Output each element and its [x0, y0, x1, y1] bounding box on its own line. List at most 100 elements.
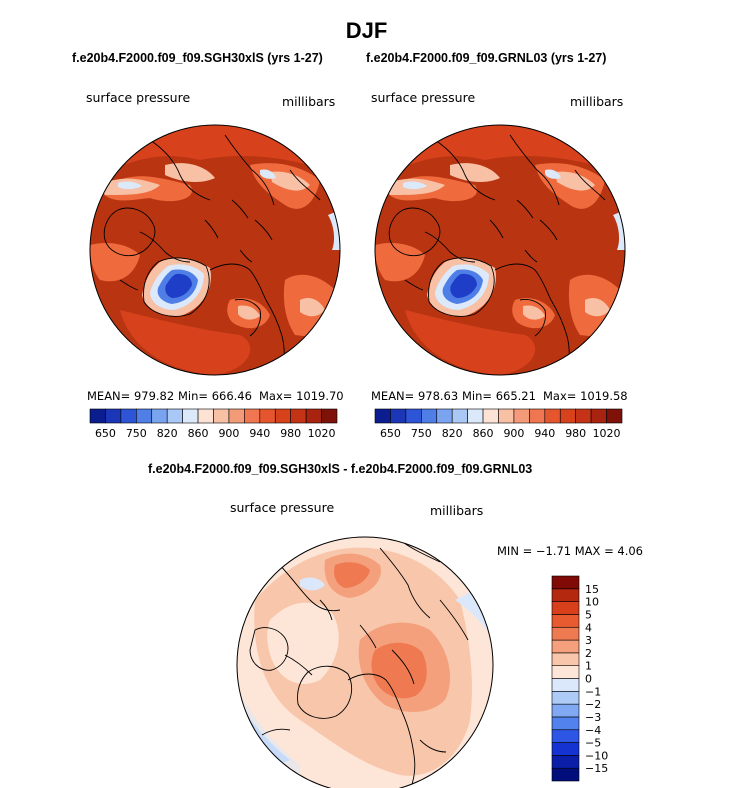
colorbar-diff-tick-label: 4	[585, 621, 592, 634]
panel-right-units-label: millibars	[570, 94, 624, 109]
colorbar-left-tick-label: 940	[249, 427, 270, 440]
colorbar-right-swatch	[575, 408, 592, 424]
colorbar-right-swatch	[513, 408, 530, 424]
colorbar-diff-tick-label: −5	[585, 737, 601, 750]
colorbar-right-swatch	[498, 408, 515, 424]
colorbar-diff-swatch	[551, 626, 580, 641]
colorbar-diff-swatch	[551, 614, 580, 628]
colorbar-diff-tick-label: 2	[585, 647, 592, 660]
panel-left-subtitle: f.e20b4.F2000.f09_f09.SGH30xlS (yrs 1-27…	[72, 51, 323, 65]
panel-left-units-label: millibars	[282, 94, 336, 109]
colorbar-right-swatch	[451, 408, 468, 424]
map-diff	[236, 536, 494, 788]
panel-right-min: Min= 665.21	[462, 389, 536, 403]
colorbar-right-swatch	[421, 408, 438, 424]
colorbar-right-swatch	[544, 408, 561, 424]
panel-left-mean: MEAN= 979.82	[87, 389, 175, 403]
colorbar-right-swatch	[482, 408, 499, 424]
colorbar-diff-tick-label: 0	[585, 673, 592, 686]
panel-left-variable-label: surface pressure	[86, 90, 191, 105]
colorbar-diff-tick-label: −2	[585, 698, 601, 711]
colorbar-diff-tick-label: −4	[585, 724, 601, 737]
colorbar-diff-swatch	[551, 652, 580, 666]
diff-subtitle: f.e20b4.F2000.f09_f09.SGH30xlS - f.e20b4…	[148, 462, 533, 476]
colorbar-diff-tick-label: 5	[585, 608, 592, 621]
map-left	[89, 124, 341, 376]
colorbar-right-tick-label: 650	[380, 427, 401, 440]
colorbar-diff-swatch	[551, 678, 580, 692]
colorbar-left: 650 750 820 860 900 940 980 1020	[89, 408, 338, 440]
colorbar-left-swatch	[228, 408, 245, 424]
colorbar-left-swatch	[213, 408, 230, 424]
colorbar-right: 650 750 820 860 900 940 980 1020	[374, 408, 623, 440]
colorbar-diff-swatch	[551, 729, 580, 743]
colorbar-left-swatch	[259, 408, 276, 424]
colorbar-diff-swatch	[551, 575, 580, 590]
colorbar-right-tick-label: 750	[411, 427, 432, 440]
colorbar-right-swatch	[390, 408, 407, 424]
colorbar-left-swatch	[182, 408, 199, 424]
colorbar-diff-tick-label: 1	[585, 660, 592, 673]
colorbar-diff-tick-label: 10	[585, 596, 599, 609]
colorbar-right-tick-label: 1020	[593, 427, 621, 440]
colorbar-left-tick-label: 900	[218, 427, 239, 440]
colorbar-right-swatch	[436, 408, 453, 424]
colorbar-left-swatch	[305, 408, 322, 424]
colorbar-diff-tick-label: 15	[585, 583, 599, 596]
colorbar-right-swatch	[606, 408, 623, 424]
colorbar-diff-tick-label: 3	[585, 634, 592, 647]
colorbar-right-swatch	[590, 408, 607, 424]
colorbar-diff-swatch	[551, 742, 580, 756]
colorbar-left-swatch	[244, 408, 261, 424]
panel-left-max: Max= 1019.70	[259, 389, 344, 403]
colorbar-diff-swatch	[551, 691, 580, 705]
colorbar-right-tick-label: 980	[565, 427, 586, 440]
colorbar-left-tick-label: 1020	[308, 427, 336, 440]
colorbar-left-swatch	[136, 408, 153, 424]
colorbar-diff-tick-label: −10	[585, 749, 608, 762]
colorbar-right-tick-label: 860	[473, 427, 494, 440]
panel-right-max: Max= 1019.58	[543, 389, 628, 403]
diff-min-max: MIN = −1.71 MAX = 4.06	[497, 544, 643, 558]
colorbar-diff-swatch	[551, 755, 580, 769]
colorbar-diff-tick-label: −15	[585, 762, 608, 775]
colorbar-right-swatch	[467, 408, 484, 424]
colorbar-left-tick-label: 980	[280, 427, 301, 440]
colorbar-left-swatch	[197, 408, 214, 424]
map-right	[374, 124, 626, 376]
colorbar-left-swatch	[105, 408, 122, 424]
colorbar-diff-swatch	[551, 703, 580, 718]
colorbar-diff-tick-label: −1	[585, 685, 601, 698]
colorbar-diff-swatch	[551, 639, 580, 654]
colorbar-diff-swatch	[551, 588, 580, 602]
panel-right-variable-label: surface pressure	[371, 90, 476, 105]
colorbar-right-tick-label: 940	[534, 427, 555, 440]
colorbar-left-swatch	[321, 408, 338, 424]
colorbar-right-swatch	[559, 408, 576, 424]
panel-right-mean: MEAN= 978.63	[371, 389, 459, 403]
colorbar-right-swatch	[405, 408, 422, 424]
colorbar-left-swatch	[290, 408, 307, 424]
colorbar-right-swatch	[529, 408, 546, 424]
colorbar-left-tick-label: 650	[95, 427, 116, 440]
panel-right-subtitle: f.e20b4.F2000.f09_f09.GRNL03 (yrs 1-27)	[366, 51, 607, 65]
colorbar-left-tick-label: 820	[157, 427, 178, 440]
colorbar-left-swatch	[151, 408, 168, 424]
colorbar-right-swatch	[374, 408, 391, 424]
colorbar-diff-swatch	[551, 767, 580, 782]
colorbar-left-swatch	[120, 408, 137, 424]
colorbar-diff-swatch	[551, 665, 580, 679]
colorbar-right-tick-label: 820	[442, 427, 463, 440]
colorbar-left-tick-label: 750	[126, 427, 147, 440]
colorbar-left-swatch	[166, 408, 183, 424]
colorbar-diff-swatch	[551, 601, 580, 615]
colorbar-left-swatch	[89, 408, 106, 424]
diff-units-label: millibars	[430, 503, 484, 518]
panel-left-min: Min= 666.46	[178, 389, 252, 403]
colorbar-right-tick-label: 900	[503, 427, 524, 440]
colorbar-diff-tick-label: −3	[585, 711, 601, 724]
page-title: DJF	[345, 18, 388, 43]
